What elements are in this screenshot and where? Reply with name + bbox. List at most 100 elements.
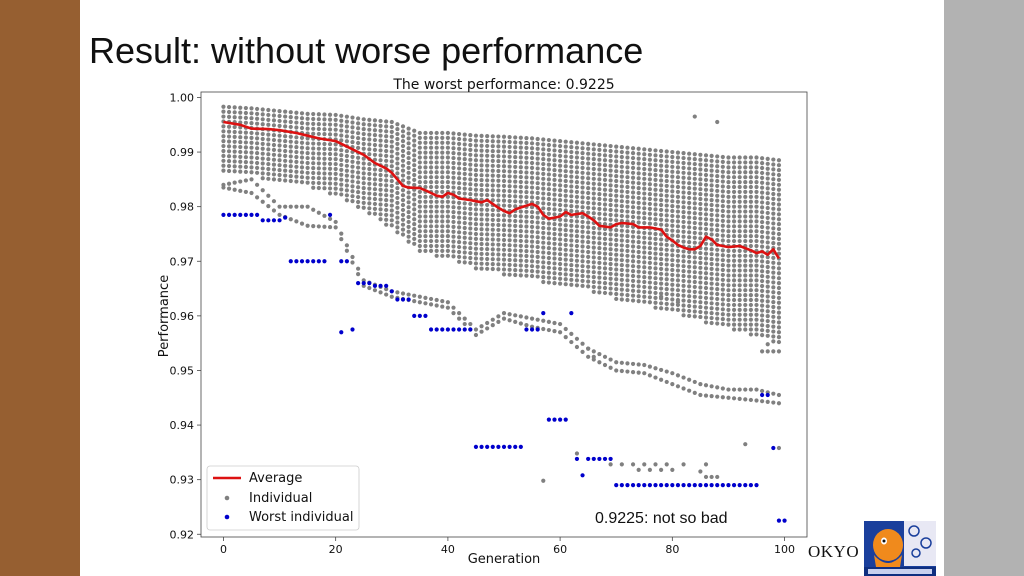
individual-point (731, 283, 737, 288)
individual-point (496, 247, 501, 252)
individual-point (333, 171, 338, 177)
individual-point (630, 278, 636, 284)
individual-point (434, 140, 439, 145)
individual-point (518, 258, 523, 263)
x-tick-label: 0 (220, 543, 227, 556)
worst-individual-point (462, 327, 467, 332)
individual-point (765, 255, 770, 260)
individual-point (384, 202, 389, 208)
individual-point (563, 164, 568, 169)
individual-point (670, 199, 675, 204)
individual-point (659, 286, 664, 291)
individual-point (760, 219, 765, 225)
individual-point (692, 299, 697, 304)
individual-point (440, 135, 445, 140)
individual-point (457, 171, 462, 176)
individual-point (765, 235, 770, 240)
individual-point (322, 156, 327, 161)
individual-point (720, 307, 725, 312)
individual-point (602, 172, 608, 178)
individual-point (748, 327, 753, 332)
individual-point (473, 172, 479, 178)
individual-point (647, 152, 652, 157)
individual-point (445, 160, 450, 165)
individual-point (580, 200, 585, 205)
individual-point (384, 134, 389, 139)
individual-point (524, 263, 529, 268)
individual-point (771, 177, 776, 182)
individual-point (664, 296, 669, 302)
worst-individual-point (647, 483, 652, 488)
individual-point (675, 273, 681, 278)
individual-point (513, 253, 518, 258)
individual-point (687, 313, 692, 318)
y-tick-label: 0.94 (170, 419, 195, 432)
individual-point (473, 153, 479, 158)
individual-point (541, 265, 546, 270)
individual-point (664, 291, 669, 297)
individual-point (232, 169, 237, 174)
individual-point (356, 170, 361, 175)
individual-point (378, 177, 383, 183)
individual-point (709, 281, 714, 286)
individual-point (597, 196, 602, 202)
individual-point (384, 173, 389, 178)
individual-point (232, 105, 237, 110)
worst-individual-point (316, 259, 321, 264)
individual-point (659, 173, 664, 178)
individual-point (754, 165, 759, 170)
individual-point (457, 259, 462, 264)
individual-point (614, 169, 619, 174)
individual-point (642, 245, 647, 250)
individual-point (737, 293, 742, 298)
individual-point (670, 179, 675, 184)
individual-point (703, 197, 709, 202)
individual-point (675, 307, 681, 312)
individual-point (333, 117, 338, 122)
individual-point (630, 239, 636, 244)
individual-point (305, 126, 310, 131)
individual-point (249, 106, 254, 111)
individual-point (518, 199, 523, 204)
individual-point (760, 205, 765, 210)
individual-point (462, 316, 467, 321)
individual-point (670, 287, 675, 292)
individual-point (339, 192, 344, 197)
individual-point (630, 195, 636, 200)
individual-point (552, 256, 557, 261)
individual-point (608, 173, 613, 178)
individual-point (496, 314, 501, 319)
individual-point (776, 392, 782, 398)
individual-point (737, 184, 742, 190)
individual-point (625, 224, 630, 229)
individual-point (608, 163, 613, 168)
individual-point (468, 142, 473, 148)
individual-point (642, 289, 647, 294)
individual-point (574, 175, 580, 180)
individual-point (277, 113, 282, 119)
individual-point (743, 204, 748, 209)
individual-point (400, 291, 406, 296)
individual-point (636, 146, 641, 151)
individual-point (692, 220, 697, 226)
individual-point (552, 271, 557, 276)
individual-point (462, 225, 467, 231)
individual-point (597, 192, 602, 197)
individual-point (754, 322, 759, 327)
individual-point (350, 159, 355, 164)
individual-point (462, 161, 467, 167)
individual-point (457, 151, 462, 156)
individual-point (569, 243, 574, 248)
individual-point (529, 268, 535, 274)
individual-point (698, 182, 703, 187)
individual-point (412, 212, 417, 217)
individual-point (625, 258, 630, 263)
individual-point (720, 174, 725, 179)
individual-point (642, 240, 647, 245)
individual-point (524, 209, 529, 214)
individual-point (715, 228, 720, 233)
individual-point (333, 181, 338, 186)
individual-point (468, 133, 473, 138)
individual-point (754, 219, 759, 224)
individual-point (535, 146, 540, 151)
